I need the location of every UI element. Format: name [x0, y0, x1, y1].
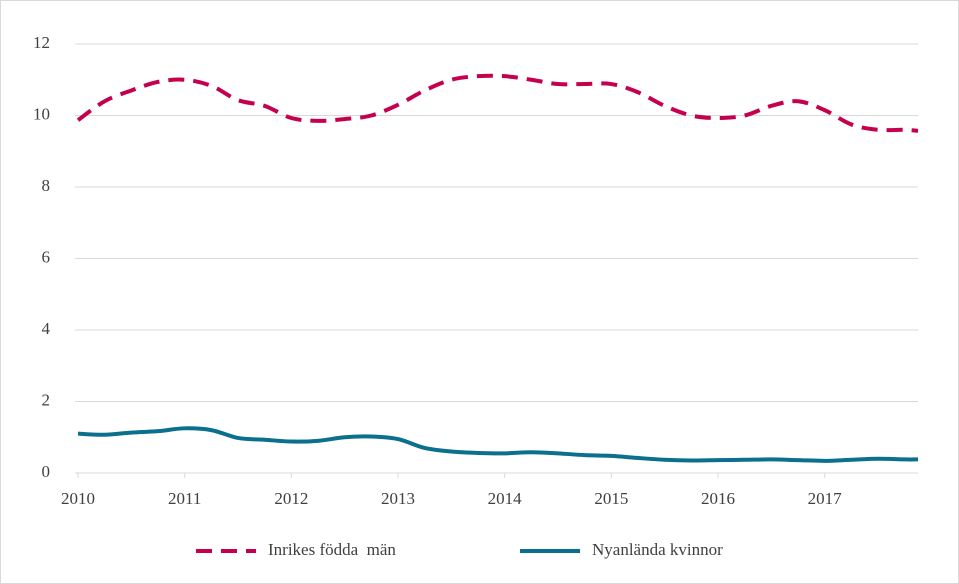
- x-tick-label: 2013: [381, 489, 415, 508]
- y-tick-label: 4: [42, 319, 51, 338]
- x-tick-label: 2015: [594, 489, 628, 508]
- legend-label: Nyanlända kvinnor: [592, 540, 723, 559]
- y-tick-label: 10: [33, 104, 50, 123]
- x-tick-label: 2012: [274, 489, 308, 508]
- x-tick-label: 2016: [701, 489, 735, 508]
- y-tick-label: 2: [42, 390, 51, 409]
- series-line: [76, 73, 919, 133]
- y-tick-label: 8: [42, 176, 51, 195]
- series-line: [77, 426, 919, 463]
- y-tick-label: 6: [42, 247, 51, 266]
- x-tick-label: 2010: [61, 489, 95, 508]
- x-tick-label: 2011: [168, 489, 201, 508]
- x-tick-label: 2017: [808, 489, 843, 508]
- legend-label: Inrikes födda män: [268, 540, 396, 559]
- x-tick-label: 2014: [488, 489, 523, 508]
- y-tick-label: 0: [42, 462, 51, 481]
- y-tick-label: 12: [33, 33, 50, 52]
